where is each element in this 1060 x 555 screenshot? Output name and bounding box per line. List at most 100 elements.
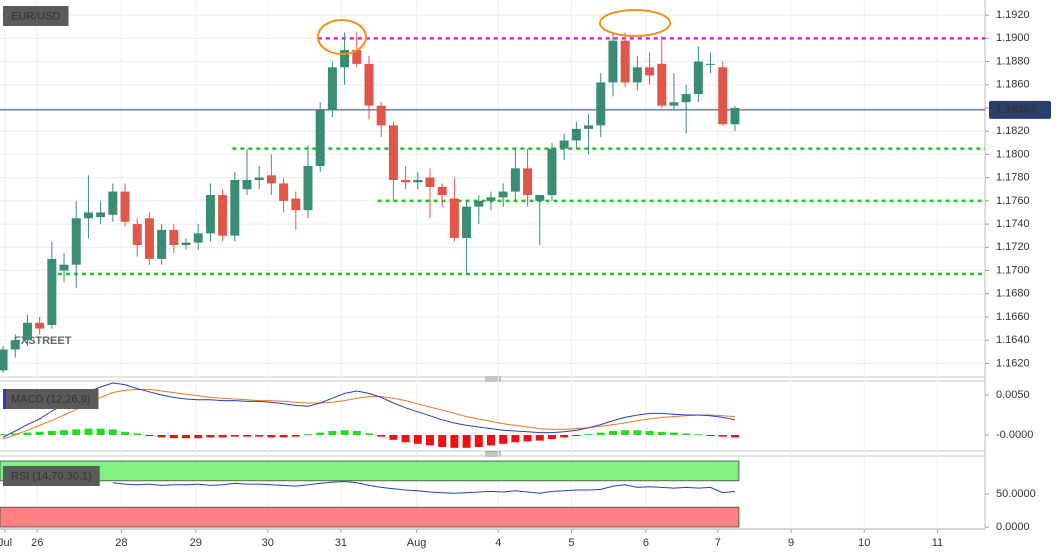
x-tick-label: 6 — [643, 537, 649, 549]
histogram-bar — [511, 435, 520, 443]
histogram-bar — [645, 431, 654, 435]
y-tick-label: -0.0000 — [996, 429, 1033, 441]
candle-body — [35, 322, 45, 329]
histogram-bar — [450, 435, 459, 448]
histogram-bar — [60, 430, 69, 435]
candle-body — [571, 128, 581, 141]
histogram-bar — [499, 435, 508, 444]
x-tick-label: Aug — [407, 537, 427, 549]
panel-title: MACD (12,26,9) — [11, 393, 90, 405]
label-box — [3, 389, 99, 409]
histogram-bar — [584, 434, 593, 436]
candle-body — [364, 63, 374, 106]
histogram-bar — [718, 435, 727, 437]
y-tick-label: 1.1680 — [996, 288, 1030, 300]
x-tick-label: 31 — [335, 537, 347, 549]
x-tick-label: 10 — [858, 537, 870, 549]
candle-body — [584, 125, 594, 129]
histogram-bar — [389, 435, 398, 440]
candle-body — [730, 107, 740, 125]
candle-body — [596, 82, 606, 126]
histogram-bar — [621, 430, 630, 435]
histogram-bar — [401, 435, 410, 443]
x-tick-label: 9 — [788, 537, 794, 549]
candle-body — [230, 179, 240, 236]
candle-body — [645, 67, 655, 76]
candle-body — [620, 40, 630, 83]
histogram-bar — [425, 435, 434, 446]
candle-body — [547, 148, 557, 196]
x-tick-label: 7 — [715, 537, 721, 549]
histogram-bar — [730, 435, 739, 438]
candle-body — [169, 229, 179, 245]
candle-body — [327, 67, 337, 111]
x-tick-label: 4 — [495, 537, 501, 549]
histogram-bar — [108, 429, 117, 435]
candle-body — [718, 67, 728, 125]
histogram-bar — [47, 431, 56, 435]
histogram-bar — [328, 431, 337, 435]
x-tick-label: 26 — [31, 537, 43, 549]
rsi-band — [0, 460, 740, 482]
histogram-bar — [682, 433, 691, 435]
histogram-bar — [243, 435, 252, 437]
candle-body — [242, 179, 252, 190]
histogram-bar — [523, 435, 532, 442]
candle-body — [486, 197, 496, 201]
y-tick-label: 1.1660 — [996, 311, 1030, 323]
rsi-band — [0, 506, 740, 528]
candle-body — [120, 191, 130, 222]
candle-body — [254, 177, 264, 180]
x-tick-label: Jul — [0, 537, 12, 549]
candle-body — [535, 195, 545, 201]
histogram-bar — [364, 433, 373, 435]
candle-body — [193, 233, 203, 243]
y-tick-label: 1.1720 — [996, 241, 1030, 253]
y-tick-label: 1.1700 — [996, 264, 1030, 276]
candle-body — [669, 102, 679, 106]
histogram-bar — [182, 435, 191, 439]
histogram-bar — [267, 435, 276, 438]
histogram-bar — [218, 435, 227, 438]
candle-body — [10, 340, 20, 350]
y-tick-label: 1.1860 — [996, 79, 1030, 91]
histogram-bar — [133, 433, 142, 435]
histogram-bar — [157, 435, 166, 438]
histogram-bar — [438, 435, 447, 447]
last-price-label: 1.18384 — [996, 104, 1037, 116]
y-tick-label: 1.1740 — [996, 218, 1030, 230]
candle-body — [315, 110, 325, 167]
y-tick-label: 1.1620 — [996, 357, 1030, 369]
histogram-bar — [84, 428, 93, 435]
candle-body — [47, 258, 57, 326]
y-tick-label: 0.0000 — [996, 521, 1030, 533]
candle-body — [523, 168, 533, 196]
candle-body — [108, 191, 118, 215]
candle-body — [425, 177, 435, 187]
histogram-bar — [596, 432, 605, 435]
histogram-bar — [474, 435, 483, 447]
x-tick-label: 28 — [115, 537, 127, 549]
candle-body — [388, 125, 398, 180]
candle-body — [181, 242, 191, 245]
rsi-line — [112, 480, 735, 494]
highlight-ellipse — [599, 9, 671, 37]
histogram-bar — [608, 431, 617, 435]
histogram-bar — [560, 435, 569, 438]
candle-body — [401, 179, 411, 183]
histogram-bar — [694, 434, 703, 436]
candle-body — [96, 212, 106, 218]
candle-body — [632, 67, 642, 83]
histogram-bar — [230, 435, 239, 437]
candle-body — [462, 206, 472, 239]
histogram-bar — [633, 430, 642, 435]
candle-body — [157, 229, 167, 259]
x-tick-label: 29 — [190, 537, 202, 549]
candle-body — [59, 264, 69, 271]
histogram-bar — [535, 435, 544, 441]
x-tick-label: 5 — [568, 537, 574, 549]
candle-body — [83, 212, 93, 219]
histogram-bar — [413, 435, 422, 444]
histogram-bar — [145, 435, 154, 436]
